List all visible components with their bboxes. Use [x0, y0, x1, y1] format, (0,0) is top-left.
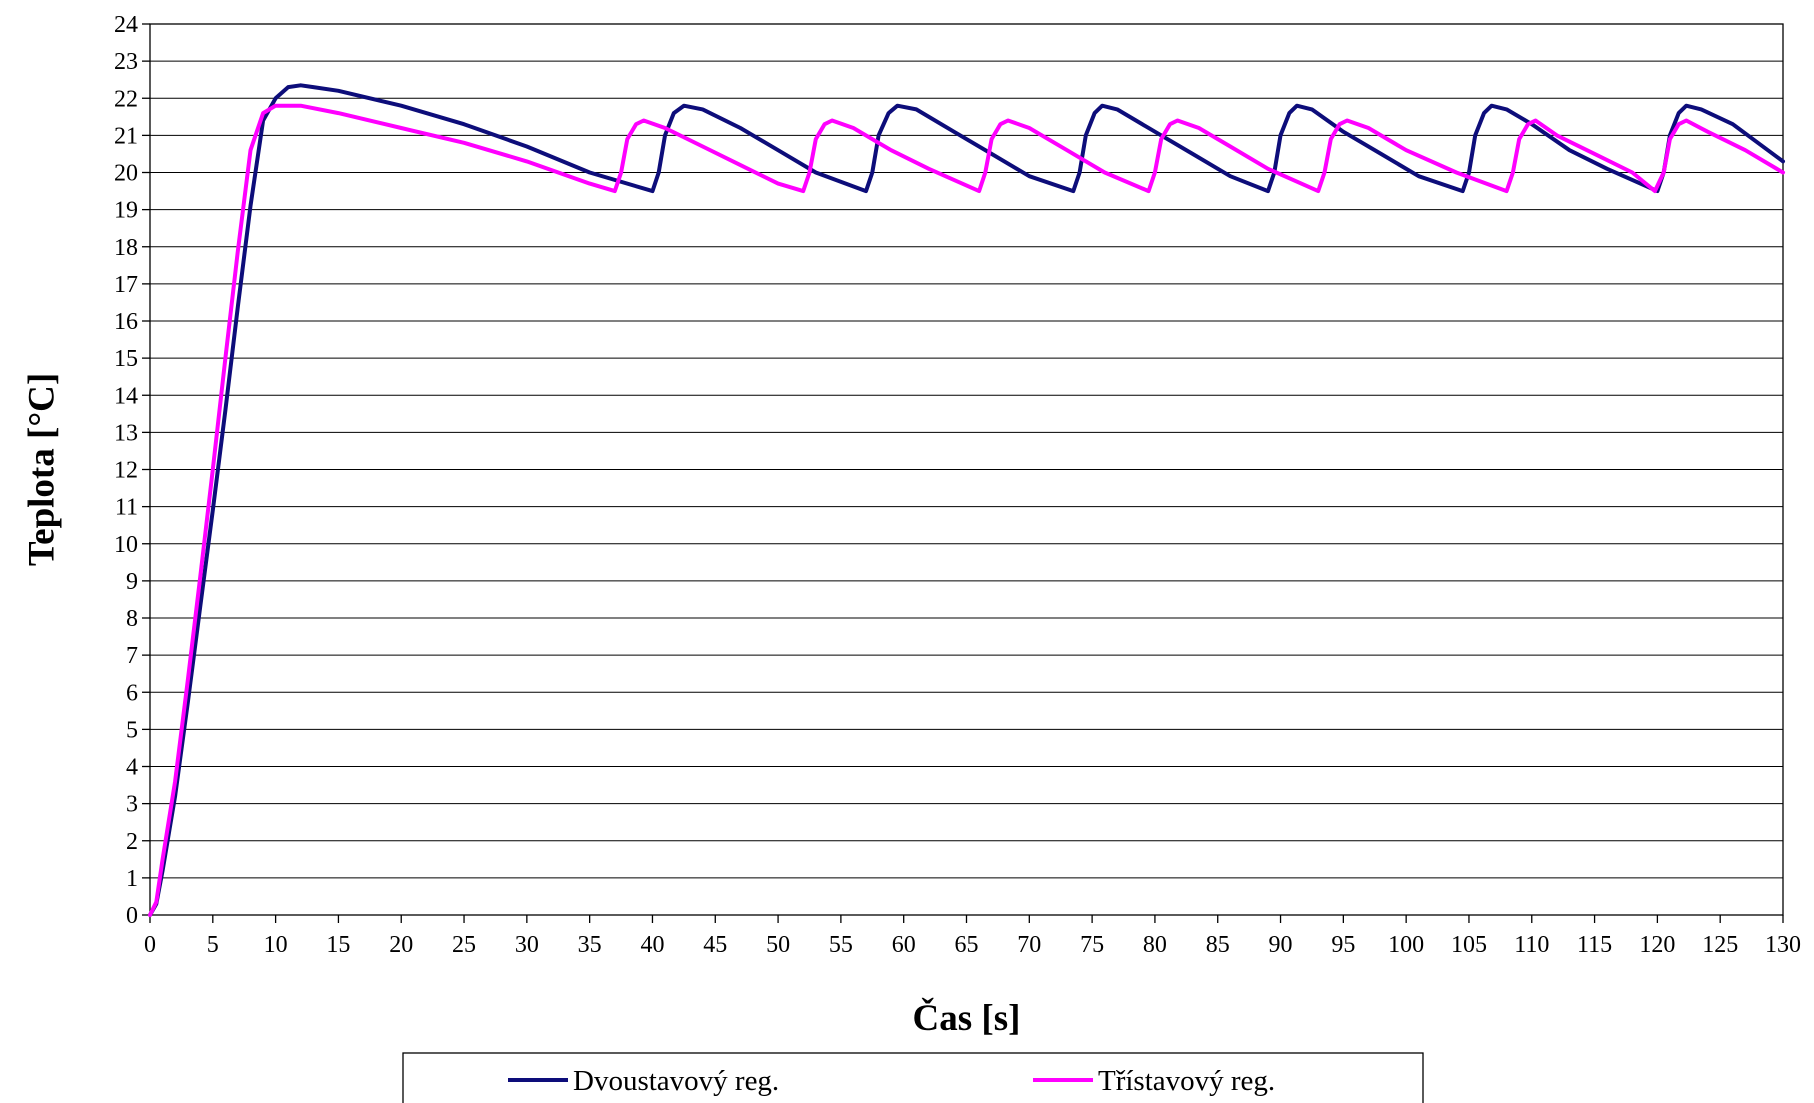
grid-lines: [150, 23, 1783, 916]
y-tick-label: 10: [114, 532, 138, 558]
legend: Dvoustavový reg. Třístavový reg.: [402, 1052, 1424, 1103]
y-tick-label: 3: [126, 792, 138, 818]
x-tick-label: 95: [1331, 932, 1355, 958]
y-tick-label: 18: [114, 235, 138, 261]
x-tick-label: 115: [1577, 932, 1612, 958]
y-tick-label: 14: [114, 383, 138, 409]
x-tick-label: 20: [389, 932, 413, 958]
y-tick-label: 4: [126, 755, 138, 781]
x-tick-label: 40: [640, 932, 664, 958]
y-tick-label: 17: [114, 272, 138, 298]
x-tick-label: 105: [1451, 932, 1487, 958]
x-tick-label: 50: [766, 932, 790, 958]
data-series: [148, 83, 1785, 917]
x-tick-label: 0: [144, 932, 156, 958]
legend-label-series-2: Třístavový reg.: [1098, 1065, 1275, 1097]
y-tick-label: 9: [126, 569, 138, 595]
x-tick-label: 45: [703, 932, 727, 958]
y-tick-label: 2: [126, 829, 138, 855]
legend-label-series-1: Dvoustavový reg.: [573, 1065, 779, 1097]
x-tick-label: 125: [1702, 932, 1738, 958]
y-axis-title: Teplota [°C]: [21, 373, 62, 566]
tick-labels: 0123456789101112131415161718192021222324…: [114, 12, 1801, 958]
y-tick-label: 19: [114, 198, 138, 224]
y-tick-label: 22: [114, 86, 138, 112]
x-tick-label: 55: [829, 932, 853, 958]
y-tick-label: 16: [114, 309, 138, 335]
y-tick-label: 8: [126, 606, 138, 632]
y-tick-label: 11: [115, 495, 138, 521]
x-tick-label: 65: [955, 932, 979, 958]
y-tick-label: 20: [114, 161, 138, 187]
x-tick-label: 10: [264, 932, 288, 958]
x-tick-label: 130: [1765, 932, 1801, 958]
x-tick-label: 120: [1639, 932, 1675, 958]
x-tick-label: 5: [207, 932, 219, 958]
series-line-1: [148, 83, 1785, 917]
x-tick-label: 15: [326, 932, 350, 958]
x-tick-label: 25: [452, 932, 476, 958]
series-line-2: [148, 103, 1785, 917]
y-tick-label: 0: [126, 903, 138, 929]
y-tick-label: 13: [114, 420, 138, 446]
y-tick-label: 15: [114, 346, 138, 372]
x-axis-title: Čas [s]: [913, 996, 1021, 1039]
x-tick-label: 30: [515, 932, 539, 958]
x-tick-label: 60: [892, 932, 916, 958]
legend-box: [402, 1052, 1424, 1103]
axes: [142, 23, 1784, 923]
x-tick-label: 110: [1514, 932, 1549, 958]
x-tick-label: 75: [1080, 932, 1104, 958]
y-tick-label: 24: [114, 12, 138, 38]
y-tick-label: 6: [126, 680, 138, 706]
y-tick-label: 12: [114, 458, 138, 484]
y-tick-label: 21: [114, 123, 138, 149]
x-tick-label: 35: [578, 932, 602, 958]
y-tick-label: 1: [126, 866, 138, 892]
x-tick-label: 100: [1388, 932, 1424, 958]
x-tick-label: 80: [1143, 932, 1167, 958]
y-tick-label: 7: [126, 643, 138, 669]
y-tick-label: 5: [126, 717, 138, 743]
x-tick-label: 70: [1017, 932, 1041, 958]
x-tick-label: 90: [1269, 932, 1293, 958]
x-tick-label: 85: [1206, 932, 1230, 958]
y-tick-label: 23: [114, 49, 138, 75]
